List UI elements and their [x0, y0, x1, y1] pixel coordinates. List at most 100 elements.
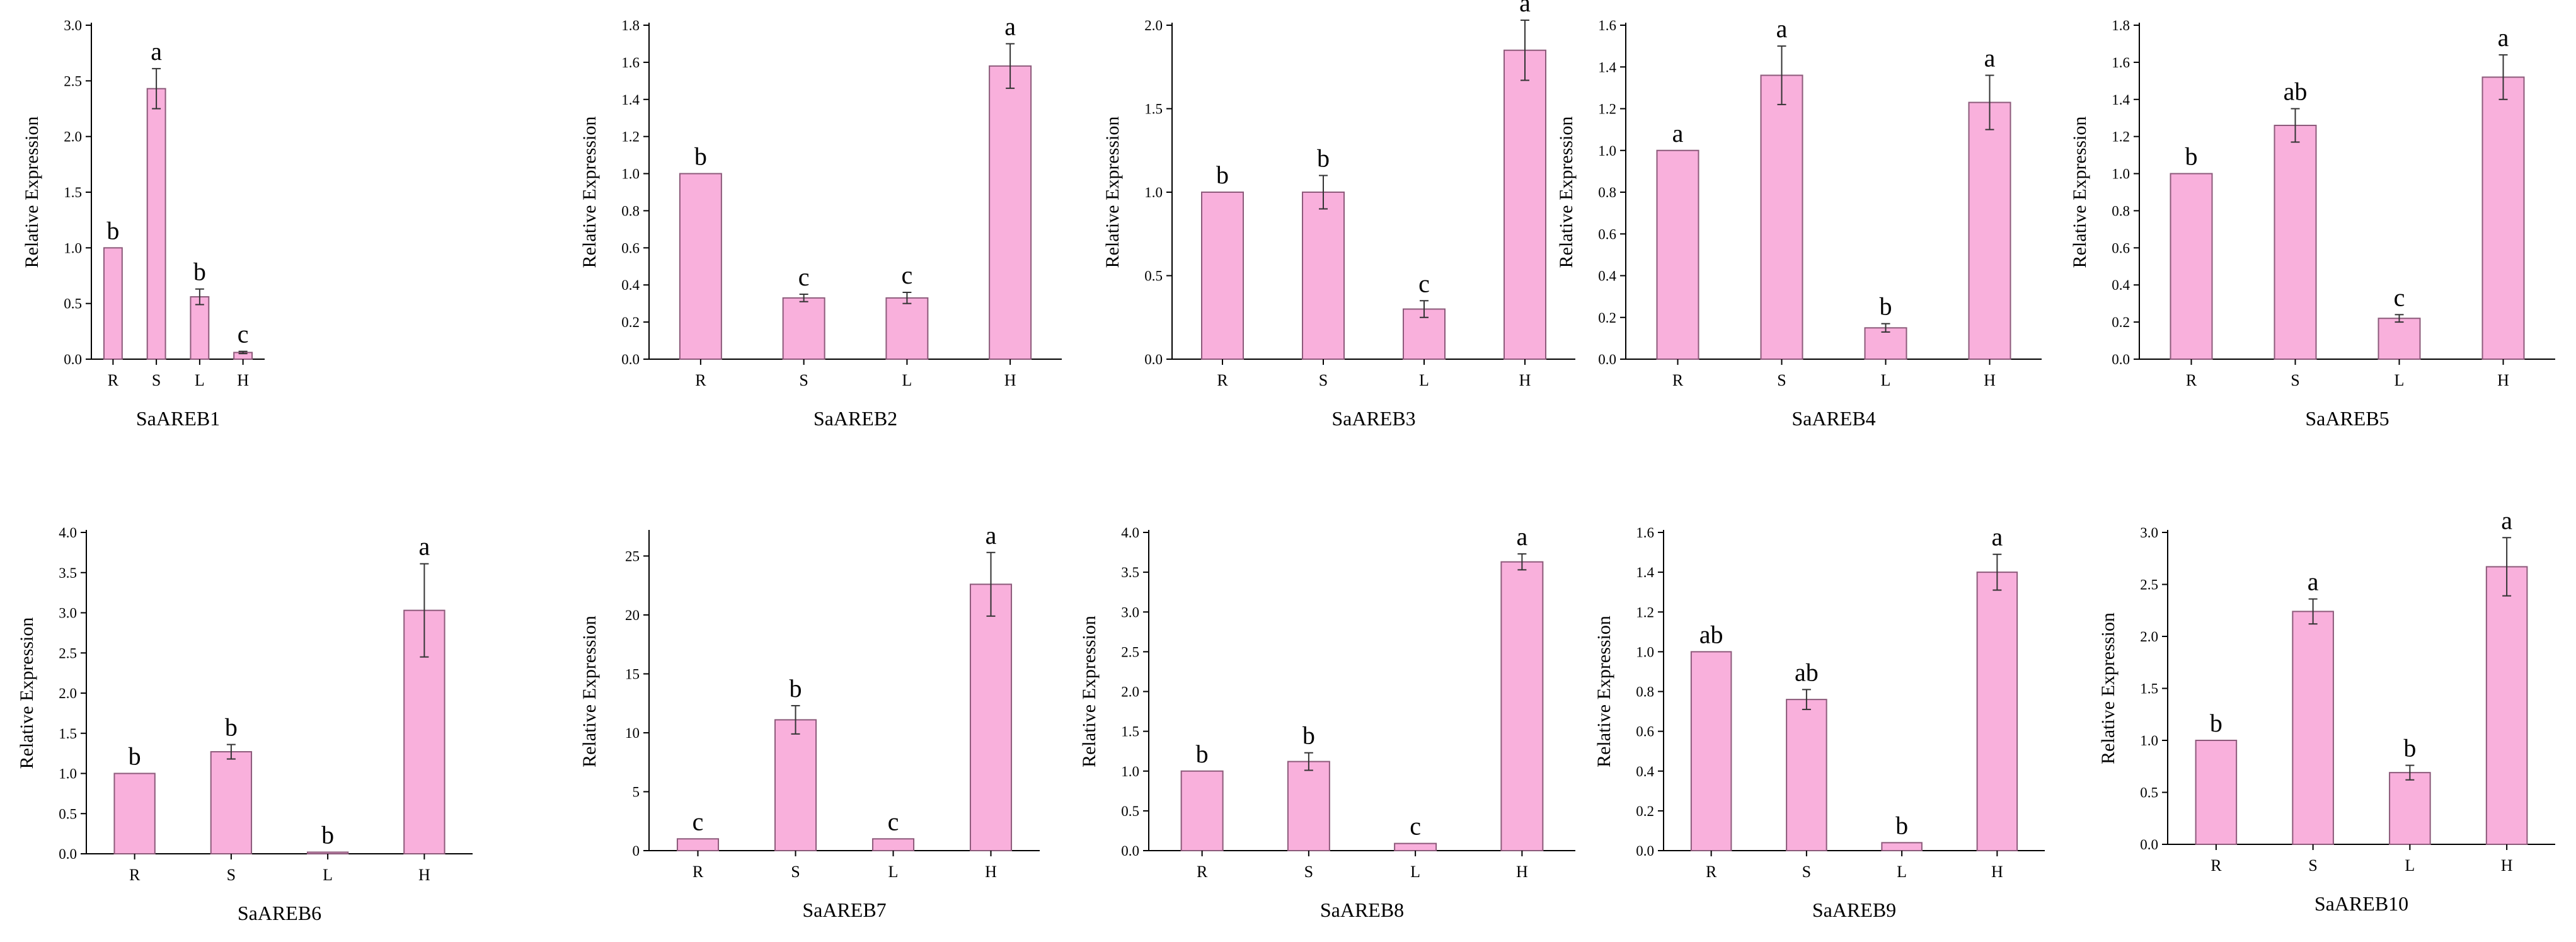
y-tick-label: 1.2: [621, 129, 640, 145]
bar: [146, 88, 166, 360]
bar: [1500, 561, 1544, 852]
significance-label: a: [1519, 0, 1531, 17]
chart-title: SaAREB10: [2314, 892, 2408, 915]
x-tick-label: L: [1881, 371, 1891, 389]
y-tick-label: 20: [625, 607, 640, 623]
y-tick-label: 1.0: [1121, 764, 1139, 779]
chart-title: SaAREB2: [814, 407, 897, 430]
x-tick-label: H: [1519, 371, 1531, 389]
y-tick-label: 0.0: [1598, 352, 1616, 367]
x-tick-label: L: [1897, 863, 1907, 881]
significance-label: a: [1984, 44, 1996, 72]
y-tick-label: 0.0: [1121, 843, 1139, 859]
y-tick-label: 0.2: [1598, 310, 1616, 326]
significance-label: c: [238, 320, 249, 348]
significance-label: c: [693, 807, 704, 836]
y-tick-label: 1.0: [1144, 185, 1163, 200]
x-tick-label: L: [323, 866, 333, 884]
x-tick-label: R: [1706, 863, 1717, 881]
bar: [306, 851, 349, 854]
bar: [190, 296, 210, 360]
y-tick-label: 1.4: [2112, 92, 2130, 108]
y-tick-label: 2.5: [64, 73, 82, 89]
y-tick-label: 25: [625, 548, 640, 564]
y-tick-label: 0.0: [1144, 352, 1163, 367]
x-tick-label: L: [1410, 863, 1420, 881]
significance-label: b: [1880, 292, 1892, 321]
y-tick-label: 0.6: [1636, 724, 1654, 740]
chart-title: SaAREB1: [136, 407, 220, 430]
y-tick-label: 1.2: [1598, 101, 1616, 117]
x-tick-label: S: [1777, 371, 1786, 389]
bar: [2378, 318, 2421, 360]
significance-label: b: [1317, 144, 1330, 173]
bar: [871, 838, 915, 851]
x-tick-label: H: [2497, 371, 2509, 389]
y-tick-label: 0.6: [621, 240, 640, 256]
y-tick-label: 2.5: [2140, 577, 2158, 593]
x-tick-label: S: [152, 371, 161, 389]
bar: [774, 719, 817, 852]
chart-panel-7: 0 5 10 15 20 25 Relative Expression Rc Sb Lc Ha SaA…: [579, 521, 1040, 921]
bar: [1976, 572, 2018, 851]
y-tick-label: 0.0: [59, 846, 77, 862]
x-tick-label: R: [129, 866, 141, 884]
significance-label: c: [888, 807, 899, 836]
y-tick-label: 0.8: [1598, 185, 1616, 200]
y-tick-label: 4.0: [59, 525, 77, 541]
y-tick-label: 1.5: [59, 726, 77, 742]
x-tick-label: L: [195, 371, 205, 389]
y-tick-label: 1.0: [1636, 644, 1654, 660]
bar: [103, 247, 123, 360]
significance-label: a: [986, 521, 997, 549]
bar: [1968, 101, 2011, 360]
chart-panel-3: 0.0 0.5 1.0 1.5 2.0 Relative Expression Rb Sb Lc…: [1102, 0, 1575, 430]
chart-panel-4: 0.0 0.2 0.4 0.6 0.8 1.0 1.2 1.4 1.6 Relative Expr…: [1556, 14, 2042, 430]
significance-label: a: [1776, 14, 1788, 43]
bar: [1287, 761, 1330, 851]
bar: [885, 297, 929, 360]
chart-panel-1: 0.0 0.5 1.0 1.5 2.0 2.5 3.0 Relative Expression…: [21, 18, 265, 430]
bar: [2485, 566, 2528, 845]
significance-label: b: [193, 258, 206, 286]
x-tick-label: S: [1304, 863, 1313, 881]
y-tick-label: 0.8: [1636, 684, 1654, 700]
significance-label: c: [2394, 283, 2405, 311]
x-tick-label: H: [1984, 371, 1996, 389]
y-tick-label: 0.2: [621, 314, 640, 330]
y-tick-label: 1.2: [2112, 129, 2130, 145]
x-tick-label: S: [1319, 371, 1328, 389]
significance-label: a: [1672, 119, 1684, 147]
significance-label: b: [694, 142, 707, 171]
bar: [2274, 125, 2317, 360]
y-axis-label: Relative Expression: [1079, 616, 1100, 767]
significance-label: b: [129, 742, 141, 771]
chart-title: SaAREB6: [238, 902, 321, 924]
bar: [679, 173, 722, 360]
x-tick-label: S: [2291, 371, 2299, 389]
y-tick-label: 1.5: [1121, 724, 1139, 740]
y-tick-label: 2.0: [1144, 18, 1163, 33]
y-tick-label: 5: [633, 784, 640, 800]
y-axis-label: Relative Expression: [21, 117, 42, 268]
bar: [1504, 49, 1546, 360]
y-tick-label: 2.0: [64, 129, 82, 145]
significance-label: b: [225, 713, 238, 742]
y-tick-label: 1.0: [621, 166, 640, 182]
y-tick-label: 0.0: [2112, 352, 2130, 367]
significance-label: b: [2403, 734, 2416, 762]
y-tick-label: 1.6: [1636, 525, 1654, 541]
x-tick-label: L: [2405, 856, 2415, 875]
x-tick-label: S: [2308, 856, 2317, 875]
y-tick-label: 0.2: [2112, 314, 2130, 330]
y-tick-label: 0.0: [64, 352, 82, 367]
y-tick-label: 1.4: [1598, 59, 1616, 75]
significance-label: b: [1302, 721, 1315, 750]
bar: [969, 583, 1013, 852]
chart-panel-10: 0.0 0.5 1.0 1.5 2.0 2.5 3.0 Relative Expression…: [2098, 506, 2555, 915]
y-tick-label: 0.6: [1598, 226, 1616, 242]
bar: [2292, 611, 2334, 846]
y-tick-label: 2.0: [2140, 629, 2158, 645]
y-axis-label: Relative Expression: [1594, 616, 1614, 767]
bar: [2195, 740, 2238, 845]
